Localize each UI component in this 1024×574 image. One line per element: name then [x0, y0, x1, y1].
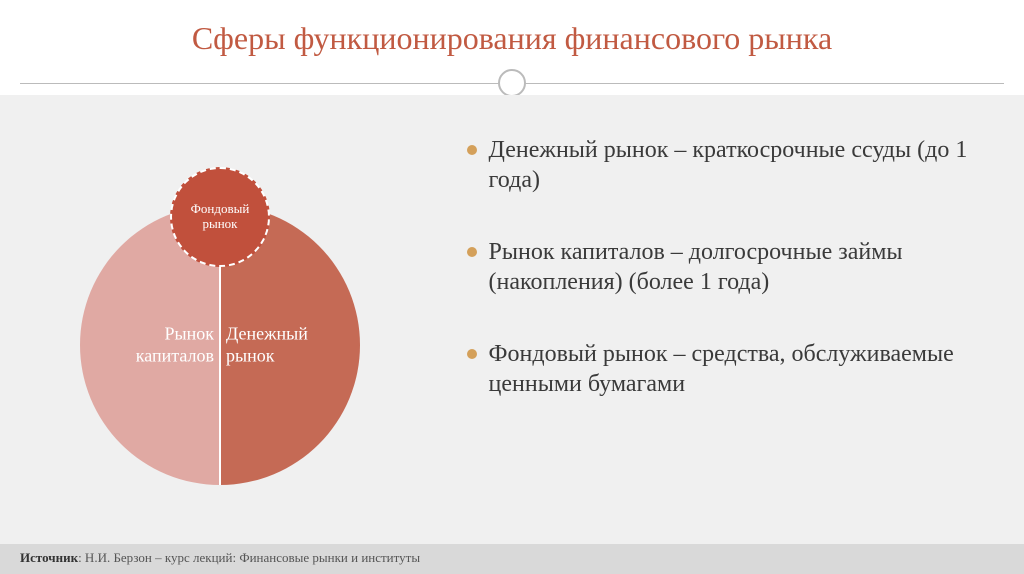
- small-circle-stock-market: Фондовый рынок: [170, 167, 270, 267]
- slide-title: Сферы функционирования финансового рынка: [0, 0, 1024, 57]
- bullet-item: Рынок капиталов – долгосрочные займы (на…: [461, 237, 994, 297]
- content-area: Рынок капиталов Денежный рынок Фондовый …: [0, 95, 1024, 544]
- bullets-column: Денежный рынок – краткосрочные ссуды (до…: [451, 95, 1024, 544]
- footer-label: Источник: [20, 550, 78, 565]
- right-half-label: Денежный рынок: [226, 323, 346, 366]
- diagram-column: Рынок капиталов Денежный рынок Фондовый …: [0, 95, 451, 544]
- bullet-item: Фондовый рынок – средства, обслуживаемые…: [461, 339, 994, 399]
- small-circle-label: Фондовый рынок: [172, 202, 268, 232]
- footer-text: : Н.И. Берзон – курс лекций: Финансовые …: [78, 550, 420, 565]
- bullet-item: Денежный рынок – краткосрочные ссуды (до…: [461, 135, 994, 195]
- footer-source: Источник: Н.И. Берзон – курс лекций: Фин…: [0, 544, 1024, 574]
- bullet-list: Денежный рынок – краткосрочные ссуды (до…: [461, 135, 994, 399]
- divider-circle-icon: [498, 69, 526, 97]
- left-half-label: Рынок капиталов: [94, 323, 214, 366]
- slide: Сферы функционирования финансового рынка…: [0, 0, 1024, 574]
